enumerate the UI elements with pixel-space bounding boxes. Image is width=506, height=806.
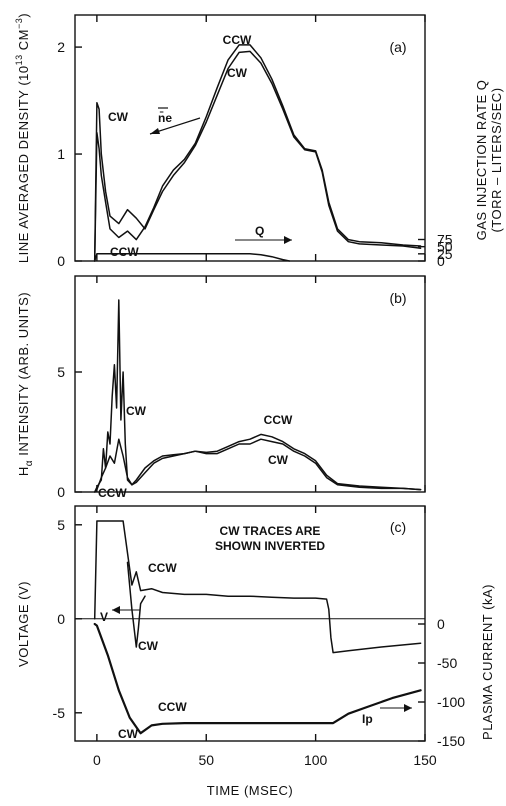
panel-0-series-q: [93, 253, 291, 262]
x-axis-title: TIME (MSEC): [207, 783, 293, 798]
panel-0-series-cw: [93, 50, 422, 262]
panel-b-annot-ccw-right: CCW: [264, 413, 293, 427]
panel-a-q-arrowhead: [284, 236, 292, 244]
panel-c-annot-cw-ip: CW: [118, 727, 139, 741]
panel-0-ytick-label-1: 1: [57, 146, 65, 162]
panel-2-series-ip: [93, 622, 422, 735]
panel-c-annot-ccw-v: CCW: [148, 561, 177, 575]
panel-0-y2tick-label-3: 75: [437, 232, 453, 248]
panel-a-annot-cw-left: CW: [108, 110, 129, 124]
panel-1-ytick-label-0: 0: [57, 484, 65, 500]
panel-a-annot-ne: n̄e: [158, 111, 172, 125]
panel-2-y2tick-label-1: -50: [437, 655, 457, 671]
x-tick-label-2: 100: [304, 752, 328, 768]
panel-2-y2tick-label-2: -100: [437, 694, 465, 710]
panel-c-annot-v: V: [100, 610, 108, 624]
x-tick-label-0: 0: [93, 752, 101, 768]
panel-0-ytick-label-2: 2: [57, 39, 65, 55]
traces-layer: [93, 44, 422, 735]
panel-b-annot-cw-right: CW: [268, 453, 289, 467]
panel-2-ytick-label-2: 5: [57, 517, 65, 533]
panel-b-label: (b): [389, 290, 406, 306]
panel-2-series-v-cw: [126, 561, 146, 648]
panel-0-y2tick-label-0: 0: [437, 253, 445, 269]
panel-1-series-cw: [93, 299, 422, 493]
panel-a-annot-ccw-peak: CCW: [223, 33, 252, 47]
panel-a-annot-q: Q: [255, 224, 264, 238]
panel-2-series-v-ccw: [93, 520, 422, 654]
panel-2-ytick-label-0: -5: [53, 705, 66, 721]
x-tick-label-3: 150: [413, 752, 437, 768]
panel-0-ytick-label-0: 0: [57, 253, 65, 269]
panel-a-label: (a): [389, 39, 406, 55]
panel-c-annot-cw-v: CW: [138, 639, 159, 653]
panel-a-y2label-line2: (TORR – LITERS/SEC): [489, 87, 504, 232]
panel-c-v-arrowhead: [112, 606, 120, 614]
panel-a-annot-ccw-left: CCW: [110, 245, 139, 259]
panel-b-annot-ccw-left: CCW: [98, 486, 127, 500]
panel-a-ylabel: LINE AVERAGED DENSITY (1013 CM−3): [14, 13, 31, 263]
panel-2-ytick-label-1: 0: [57, 611, 65, 627]
panel-b-frame: [74, 275, 426, 493]
panel-a-ne-arrowhead: [150, 128, 160, 134]
x-tick-label-1: 50: [198, 752, 214, 768]
panel-0-y2tick-label-1: 25: [437, 246, 453, 262]
panel-0-series-ccw: [93, 44, 422, 262]
panel-a-annot-cw-peak: CW: [227, 66, 248, 80]
panel-b-ylabel: Hα INTENSITY (ARB. UNITS): [16, 292, 35, 476]
panel-2-y2tick-label-3: -150: [437, 733, 465, 749]
panel-b-annot-cw-left: CW: [126, 404, 147, 418]
panel-c-note-line2: SHOWN INVERTED: [215, 539, 325, 553]
panel-c-ip-arrowhead: [404, 704, 412, 712]
panel-c-annot-ccw-ip: CCW: [158, 700, 187, 714]
panel-c-ylabel: VOLTAGE (V): [16, 581, 31, 667]
panel-c-y2label: PLASMA CURRENT (kA): [480, 584, 495, 740]
panel-2-y2tick-label-0: 0: [437, 616, 445, 632]
panel-a-frame: [74, 14, 426, 262]
panel-0-y2tick-label-2: 50: [437, 239, 453, 255]
panel-1-series-ccw: [93, 433, 422, 493]
panel-a-y2label-line1: GAS INJECTION RATE Q: [474, 80, 489, 241]
panel-c-label: (c): [390, 519, 406, 535]
panel-c-note-line1: CW TRACES ARE: [220, 524, 321, 538]
panel-1-ytick-label-1: 5: [57, 364, 65, 380]
panel-c-annot-ip: Ip: [362, 712, 373, 726]
